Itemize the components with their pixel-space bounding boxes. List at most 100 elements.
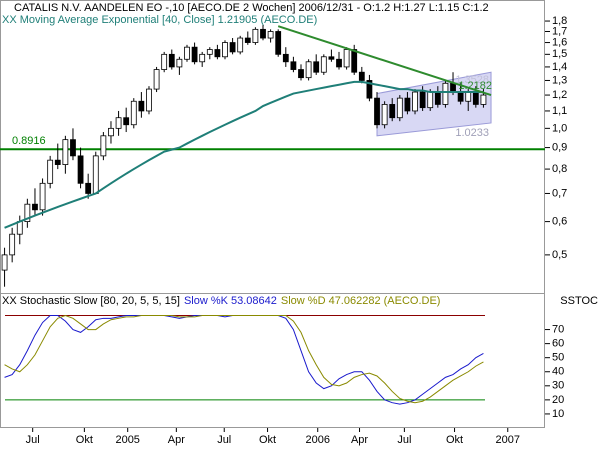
x-tick-label: 2007 [496, 434, 520, 446]
y-tick-label: 0,5 [552, 249, 567, 261]
stoch-legend: XX Stochastic Slow [80, 20, 5, 5, 15] Slo… [2, 295, 440, 307]
y-tick-label: 0,9 [552, 141, 567, 153]
y-tick-label: 10 [552, 408, 564, 420]
chart-title: CATALIS N.V. AANDELEN EO -,10 [AECO.DE 2… [14, 2, 489, 14]
y-tick-label: 30 [552, 380, 564, 392]
candle-body [39, 182, 46, 211]
y-tick-label: 0,6 [552, 216, 567, 228]
y-tick-label: 60 [552, 338, 564, 350]
candle-body [412, 91, 418, 112]
trend-label: 1.2182 [458, 80, 492, 92]
candle-body [168, 53, 175, 68]
candle-body [282, 53, 289, 63]
candle-body [62, 139, 69, 165]
x-tick-label: 2006 [305, 434, 329, 446]
candle-body [24, 203, 31, 222]
candle-body [184, 46, 190, 60]
candle-body [16, 221, 23, 235]
y-tick-label: 1,6 [552, 36, 567, 48]
x-tick-label: Okt [76, 434, 93, 446]
x-tick-label: Jul [26, 434, 40, 446]
candle-body [244, 37, 251, 43]
candle-body [199, 53, 206, 63]
channel-label: 1.3528 [455, 74, 489, 86]
candle-body [472, 91, 479, 105]
candle-body [336, 58, 342, 68]
y-tick-label: 20 [552, 394, 564, 406]
y-tick-label: 1,5 [552, 48, 567, 60]
candle-body [427, 91, 434, 109]
candle-body [161, 53, 168, 70]
candle-body [450, 82, 456, 93]
candle-body [305, 61, 312, 79]
candle-body [298, 69, 304, 79]
candle-body [237, 37, 244, 53]
legend-title: XX Stochastic Slow [80, 20, 5, 5, 15] [2, 295, 180, 307]
candle-body [252, 28, 259, 43]
candle-body [366, 80, 373, 99]
axis-label: SSTOC [560, 295, 598, 307]
candle-body [138, 100, 145, 112]
y-tick-label: 50 [552, 352, 564, 364]
candle-body [260, 28, 266, 39]
candle-body [229, 42, 236, 53]
candle-body [1, 254, 8, 271]
y-tick-label: 1,4 [552, 61, 567, 73]
candle-body [419, 91, 426, 109]
candle-body [123, 117, 130, 126]
candle-body [320, 56, 327, 73]
stochastic-line [4, 314, 484, 404]
candle-body [434, 91, 441, 105]
candle-body [374, 97, 380, 126]
y-tick-label: 0,7 [552, 187, 567, 199]
y-tick-label: 70 [552, 323, 564, 335]
x-tick-label: Okt [446, 434, 463, 446]
y-tick-label: 1,8 [552, 15, 567, 27]
candle-body [343, 49, 350, 68]
legend-entry: Slow %K 53.08642 [184, 295, 277, 307]
legend-entry: Slow %D 47.062282 (AECO.DE) [281, 295, 441, 307]
candle-body [206, 49, 213, 55]
candle-body [153, 69, 160, 90]
trend-line [277, 25, 492, 97]
candle-body [115, 117, 122, 129]
ema-line [4, 80, 484, 229]
plot-frame [0, 0, 545, 428]
candle-body [77, 155, 84, 184]
y-tick-label: 1,2 [552, 89, 567, 101]
candle-body [290, 61, 297, 70]
candle-body [9, 233, 16, 256]
candle-body [480, 94, 487, 105]
candle-body [54, 159, 61, 165]
candle-body [389, 104, 396, 119]
candle-body [457, 91, 464, 102]
x-tick-label: Okt [259, 434, 276, 446]
x-tick-label: Jul [397, 434, 411, 446]
candle-body [214, 49, 221, 58]
candle-body [70, 139, 76, 157]
candle-body [92, 155, 99, 194]
candle-body [328, 56, 335, 60]
candle-body [32, 203, 38, 211]
x-tick-label: Apr [351, 434, 368, 446]
candle-body [176, 58, 183, 68]
candle-body [191, 46, 198, 63]
channel-label: 1.0233 [455, 127, 489, 139]
candle-body [47, 159, 54, 184]
candle-body [313, 61, 320, 73]
x-tick-label: 2005 [115, 434, 139, 446]
candle-body [222, 42, 228, 58]
candle-body [358, 71, 365, 81]
y-tick-label: 1,3 [552, 74, 567, 86]
candle-body [351, 49, 358, 73]
candle-body [442, 82, 449, 105]
x-tick-label: Jul [217, 434, 231, 446]
candle-body [396, 97, 403, 119]
candle-body [146, 88, 152, 112]
y-tick-label: 40 [552, 366, 564, 378]
candle-body [267, 31, 274, 39]
candle-body [130, 100, 137, 126]
y-tick-label: 1,1 [552, 105, 567, 117]
y-tick-label: 1,0 [552, 122, 567, 134]
